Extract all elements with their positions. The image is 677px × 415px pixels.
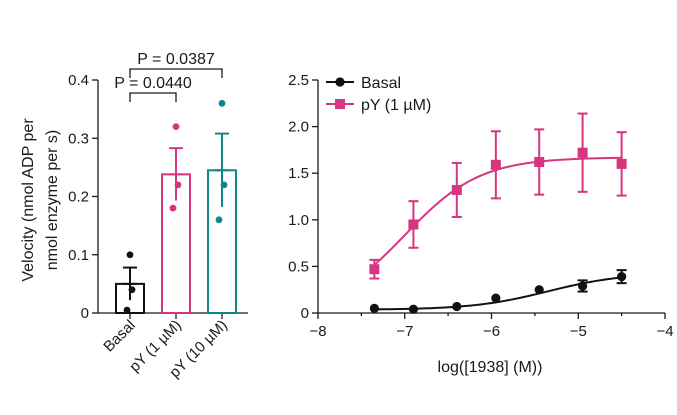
bar-data-point [218, 99, 226, 107]
data-point-circle [369, 303, 379, 313]
bar-y-axis: 0 0.1 0.2 0.3 0.4 [68, 72, 248, 322]
bar-ylabel-line2: nmol enzyme per s) [44, 130, 61, 271]
line-y-tick-label: 1.0 [288, 212, 309, 229]
line-x-tick-label: −6 [483, 323, 500, 340]
line-x-tick-label: −5 [570, 323, 587, 340]
line-y-tick-label: 1.5 [288, 165, 309, 182]
bar-ylabel-line1: Velocity (nmol ADP per [20, 118, 37, 282]
line-x-tick-label: −7 [396, 323, 413, 340]
bar-y-tick-label: 0.1 [68, 247, 89, 264]
data-point-circle [452, 301, 462, 312]
bar-data-point [126, 251, 134, 259]
legend-label: pY (1 µM) [361, 97, 431, 114]
dose-response-series [369, 112, 627, 314]
data-point-circle [534, 285, 544, 295]
legend-label: Basal [361, 75, 401, 92]
legend: Basal pY (1 µM) [326, 75, 431, 114]
significance-bracket [129, 92, 177, 102]
data-point-square [534, 157, 545, 168]
line-x-tick-label: −8 [309, 323, 326, 340]
dose-response-axes: 0 0.5 1.0 1.5 2.0 2.5 −8 −7 −6 −5 −4 [288, 72, 673, 340]
data-point-square [369, 264, 380, 275]
significance-brackets: P = 0.0440 P = 0.0387 [114, 51, 223, 102]
data-point-circle [617, 272, 627, 282]
bar-data-point [123, 306, 131, 314]
bar-y-tick-label: 0.2 [68, 189, 89, 206]
bar-data-point [215, 216, 223, 224]
dose-response-chart: 0 0.5 1.0 1.5 2.0 2.5 −8 −7 −6 −5 −4 log([1938] (M… [288, 72, 673, 376]
bar-data-point [172, 123, 180, 130]
line-y-tick-label: 0 [301, 305, 309, 322]
line-y-tick-label: 2.5 [288, 72, 309, 89]
data-point-circle [408, 304, 419, 314]
p-value-label: P = 0.0440 [114, 75, 192, 92]
line-y-tick-label: 2.0 [288, 119, 309, 136]
bar-data-point [128, 286, 136, 294]
bar-y-tick-label: 0 [81, 305, 89, 322]
data-point-square [616, 158, 627, 169]
data-point-square [577, 147, 588, 158]
data-point-square [490, 159, 501, 170]
bar-y-tick-label: 0.4 [68, 72, 89, 89]
fit-curve [373, 156, 622, 266]
bar-data-point [220, 181, 228, 189]
legend-marker-circle [335, 77, 345, 87]
line-y-tick-label: 0.5 [288, 258, 309, 275]
line-x-tick-label: −4 [656, 323, 673, 340]
bar-category-label: Basal [100, 317, 139, 356]
data-point-square [408, 219, 419, 230]
bar-data-point [169, 204, 177, 212]
bar-series [115, 99, 237, 319]
data-point-square [451, 184, 462, 195]
legend-marker-square [335, 99, 345, 109]
data-point-circle [577, 281, 588, 291]
significance-bracket [129, 68, 223, 78]
p-value-label: P = 0.0387 [137, 51, 215, 68]
data-point-circle [491, 293, 501, 303]
bar-y-tick-label: 0.3 [68, 130, 89, 147]
bar-chart: Velocity (nmol ADP per nmol enzyme per s… [20, 51, 248, 381]
bar-data-point [174, 181, 182, 189]
dose-response-xlabel: log([1938] (M)) [438, 359, 543, 376]
